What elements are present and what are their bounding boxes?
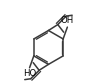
Text: HO: HO [23, 69, 36, 78]
Text: OH: OH [61, 16, 74, 25]
